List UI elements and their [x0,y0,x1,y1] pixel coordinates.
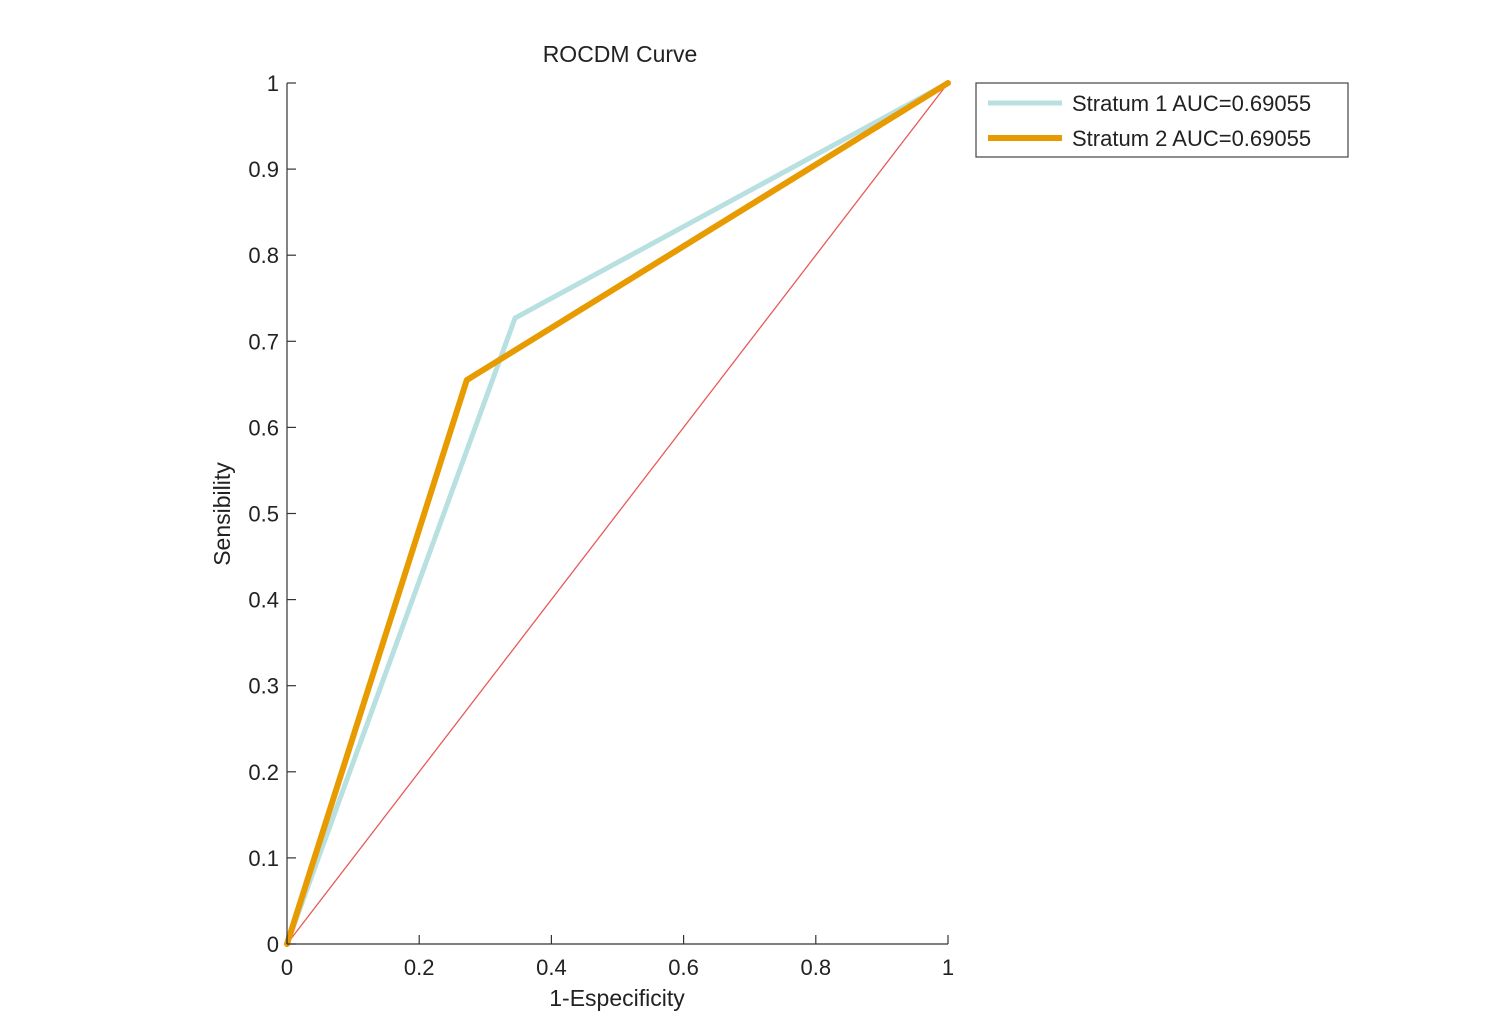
y-tick-label: 1 [267,71,279,96]
legend: Stratum 1 AUC=0.69055 Stratum 2 AUC=0.69… [975,82,1349,158]
legend-label-stratum-2: Stratum 2 AUC=0.69055 [1072,126,1311,151]
x-tick-label: 1 [942,955,954,980]
y-tick-label: 0.9 [248,157,279,182]
x-tick-label: 0 [281,955,293,980]
chart-title: ROCDM Curve [543,41,698,67]
x-tick-label: 0.2 [404,955,435,980]
y-tick-label: 0.5 [248,502,279,527]
y-tick-label: 0.7 [248,329,279,354]
y-tick-label: 0.8 [248,243,279,268]
series-line-stratum-2 [284,80,951,947]
x-axis-label: 1-Especificity [549,985,685,1011]
y-axis-label: Sensibility [209,462,235,566]
y-tick-label: 0 [267,932,279,957]
y-tick-label: 0.3 [248,674,279,699]
y-tick-label: 0.2 [248,760,279,785]
series-line-stratum-1 [284,80,951,947]
legend-box [975,82,1349,158]
x-tick-label: 0.4 [536,955,567,980]
reference-diagonal-line [286,82,949,945]
y-tick-label: 0.1 [248,846,279,871]
legend-label-stratum-1: Stratum 1 AUC=0.69055 [1072,91,1311,116]
axes: 0 0.1 0.2 0.3 0.4 0.5 0.6 0.7 0.8 0.9 1 0 0.2 0.4 0.6 0… [248,71,954,980]
x-tick-label: 0.6 [668,955,699,980]
y-tick-label: 0.6 [248,415,279,440]
y-tick-label: 0.4 [248,588,279,613]
plot-area [284,80,951,947]
x-tick-label: 0.8 [801,955,832,980]
